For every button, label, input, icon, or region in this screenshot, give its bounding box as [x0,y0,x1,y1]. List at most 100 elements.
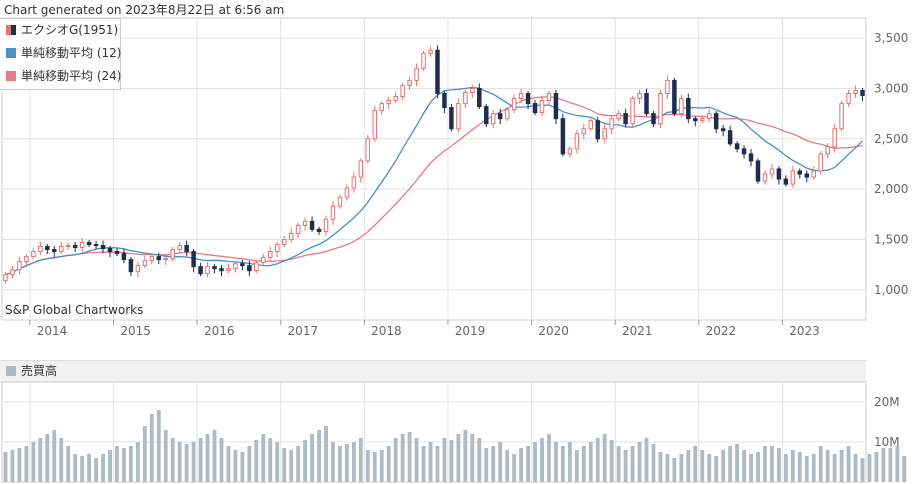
volume-bar [554,442,558,482]
legend-item-price[interactable]: エクシオG(1951) [0,19,120,42]
candle-up [581,128,587,135]
volume-bar [811,454,816,482]
candle-up [630,98,635,125]
volume-bar [790,450,795,482]
legend-item-ma24[interactable]: 単純移動平均 (24) [0,65,122,88]
volume-bar [351,442,356,482]
volume-bar [776,448,781,482]
y-tick-label: 3,500 [874,31,908,45]
volume-bar [658,452,663,482]
candle-down [755,160,761,182]
ma12-line [5,86,863,276]
volume-bar [45,434,50,482]
candle-up [337,196,343,207]
volume-bar [310,434,314,482]
candle-up [17,261,22,271]
volume-bar [372,452,377,482]
y-tick-label: 1,000 [874,283,908,297]
volume-bar [630,446,635,482]
volume-bar [818,446,823,482]
volume-bar [672,458,677,482]
candle-down [72,245,78,249]
candle-down [651,113,656,125]
candle-up [38,246,43,253]
candle-up [463,91,468,105]
candle-up [3,274,8,282]
volume-bar [303,440,308,482]
volume-bar [226,446,231,482]
volume-bars [3,410,907,482]
candle-up [344,187,350,198]
volume-bar [73,454,78,482]
candle-swatch-icon [6,25,16,35]
volume-panel-header: 売買高 [0,360,866,382]
legend-label-ma12: 単純移動平均 (12) [21,46,122,60]
candle-down [240,263,245,267]
x-tick-label: 2015 [120,324,151,338]
volume-bar [540,438,544,482]
volume-bar [205,434,210,482]
candle-up [637,93,642,100]
volume-bar [602,434,607,482]
candle-down [525,93,531,105]
legend-label-price: エクシオG(1951) [21,23,119,37]
volume-bar [902,456,907,482]
volume-bar [449,440,454,482]
candle-up [149,256,155,262]
candle-down [727,130,733,145]
volume-bar [665,454,670,482]
candle-down [435,49,440,94]
candle-up [10,269,15,276]
candle-up [679,98,684,115]
volume-bar [268,438,273,482]
legend-item-ma12[interactable]: 単純移動平均 (12) [0,42,122,65]
volume-bar [407,432,412,482]
candle-down [797,170,803,175]
price-axis: 1,000 1,500 2,000 2,500 3,000 3,500 2014 2015 20… [29,31,908,338]
volume-bar [456,434,461,482]
volume-bar [763,446,767,482]
volume-bar [581,446,586,482]
x-tick-label: 2017 [288,324,319,338]
volume-bar [637,442,642,482]
candle-up [511,98,517,111]
volume-bar [142,426,147,482]
volume-bar [728,446,733,482]
candle-down [184,245,189,253]
volume-bar [177,442,182,482]
candle-up [163,258,168,261]
candle-up [456,103,461,130]
volume-bar [644,438,649,482]
volume-bar [470,434,475,482]
legend-label-ma24: 単純移動平均 (24) [21,69,122,83]
volume-bar [463,430,468,482]
candle-down [741,148,747,155]
candle-down [686,98,691,120]
y-tick-label: 2,500 [874,132,908,146]
volume-bar [867,454,872,482]
candle-down [553,93,559,120]
candle-up [274,244,280,253]
volume-bar [888,448,893,482]
candle-up [588,120,594,130]
candle-down [449,107,454,130]
candle-down [212,266,217,270]
volume-bar [491,446,496,482]
candle-down [693,118,698,122]
volume-bar [442,438,447,482]
candle-up [302,220,308,226]
volume-bar [296,446,301,482]
volume-bar [115,446,119,482]
ma12-layer [5,86,863,276]
volume-bar [770,446,774,482]
volume-bar [651,444,656,482]
volume-bar [519,448,524,482]
volume-bar [247,446,252,482]
candle-down [532,103,538,114]
candle-up [518,93,524,100]
candle-down [442,93,447,109]
volume-panel-title: 売買高 [21,364,58,378]
candle-up [24,256,29,263]
